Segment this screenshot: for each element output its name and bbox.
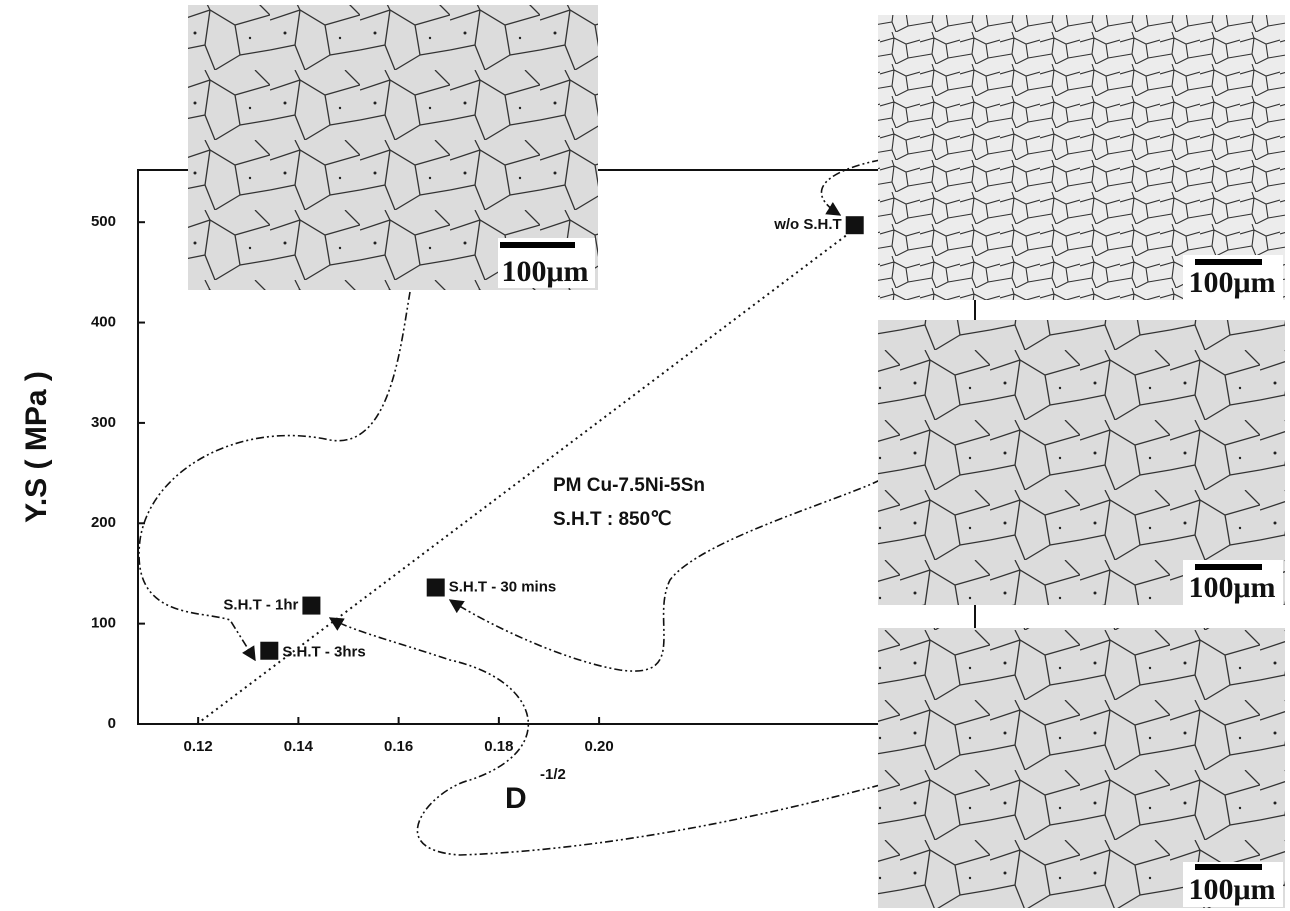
data-point <box>302 597 320 615</box>
annotation: PM Cu-7.5Ni-5Sn <box>553 475 705 496</box>
point-label: S.H.T - 1hr <box>223 597 298 614</box>
point-label: S.H.T - 30 mins <box>449 578 557 595</box>
x-tick-label: 0.20 <box>585 738 614 755</box>
x-tick-label: 0.18 <box>484 738 513 755</box>
x-tick-label: 0.16 <box>384 738 413 755</box>
y-tick-label: 300 <box>91 414 116 431</box>
y-tick-label: 100 <box>91 615 116 632</box>
y-tick-label: 200 <box>91 514 116 531</box>
point-label: S.H.T - 3hrs <box>282 644 365 661</box>
scale-label: 100μm <box>1189 873 1276 906</box>
data-point <box>260 642 278 660</box>
point-label: w/o S.H.T <box>773 216 842 233</box>
annotation: S.H.T : 850℃ <box>553 509 671 530</box>
x-tick-label: 0.12 <box>184 738 213 755</box>
y-tick-label: 500 <box>91 213 116 230</box>
x-tick-label: 0.14 <box>284 738 314 755</box>
micrographs: 100μm 100μm 100μm 100μm <box>188 5 1285 908</box>
x-axis-label-sup: -1/2 <box>540 766 566 783</box>
y-axis-label: Y.S ( MPa ) <box>20 371 53 523</box>
y-tick-label: 400 <box>91 314 116 331</box>
scale-label: 100μm <box>1189 266 1276 299</box>
data-point <box>427 579 445 597</box>
y-tick-label: 0 <box>108 715 116 732</box>
data-point <box>846 216 864 234</box>
page: 0 100 200 300 400 500 0.12 0.14 0.16 0.18 0.20 100… <box>0 0 1290 911</box>
x-axis-label: D <box>505 782 527 815</box>
figure: 0 100 200 300 400 500 0.12 0.14 0.16 0.18 0.20 100… <box>0 0 1290 911</box>
scale-label: 100μm <box>1189 571 1276 604</box>
scale-label: 100μm <box>502 255 589 288</box>
